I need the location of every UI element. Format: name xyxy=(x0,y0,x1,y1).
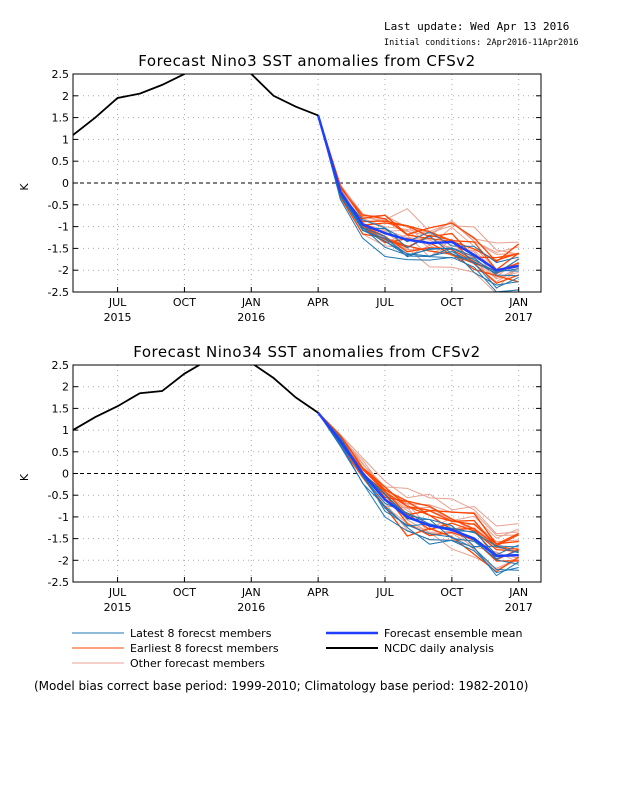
earliest-member-line xyxy=(317,115,519,283)
legend: Latest 8 forecst members Earliest 8 fore… xyxy=(72,627,523,670)
y-tick-label: -1.5 xyxy=(48,242,69,255)
ncdc-observed-line xyxy=(73,74,319,136)
y-tick-label: 1 xyxy=(62,133,69,146)
legend-label-mean: Forecast ensemble mean xyxy=(384,627,523,640)
y-tick-label: -2 xyxy=(58,264,69,277)
earliest-member-line xyxy=(317,412,520,573)
y-tick-label: 2 xyxy=(62,90,69,103)
legend-label-latest: Latest 8 forecst members xyxy=(130,627,272,640)
nino34-chart: Forecast Nino34 SST anomalies from CFSv2… xyxy=(18,343,542,614)
x-tick-year: 2015 xyxy=(104,311,132,324)
y-tick-label: 0 xyxy=(62,177,69,190)
other-member-line xyxy=(317,412,519,536)
other-member-line xyxy=(317,412,519,544)
x-tick-label: OCT xyxy=(173,586,196,599)
x-tick-label: JAN xyxy=(241,586,261,599)
y-tick-label: -2.5 xyxy=(48,286,69,299)
other-member-line xyxy=(317,412,519,527)
chart-title: Forecast Nino3 SST anomalies from CFSv2 xyxy=(138,52,475,70)
latest-member-line xyxy=(317,412,519,574)
x-tick-label: OCT xyxy=(440,586,463,599)
y-tick-label: -2 xyxy=(58,554,69,567)
x-tick-label: JAN xyxy=(508,296,528,309)
latest-member-line xyxy=(317,115,519,292)
other-member-line xyxy=(317,412,519,569)
earliest-member-line xyxy=(317,412,519,550)
last-update-text: Last update: Wed Apr 13 2016 xyxy=(384,20,569,33)
y-tick-label: 0.5 xyxy=(52,446,70,459)
earliest-member-line xyxy=(317,412,519,545)
latest-member-line xyxy=(317,115,519,272)
initial-conditions-text: Initial conditions: 2Apr2016-11Apr2016 xyxy=(384,38,578,48)
earliest-member-line xyxy=(317,412,520,547)
plot-area xyxy=(73,365,520,577)
ensemble-mean-line xyxy=(317,411,519,558)
y-tick-label: 0 xyxy=(62,468,69,481)
plot-area xyxy=(73,74,520,292)
y-tick-label: -0.5 xyxy=(48,489,69,502)
y-tick-label: -1.5 xyxy=(48,533,69,546)
y-tick-label: 0.5 xyxy=(52,155,70,168)
ncdc-observed-line xyxy=(73,365,319,431)
x-tick-year: 2016 xyxy=(237,601,265,614)
y-tick-label: 2 xyxy=(62,381,69,394)
x-tick-year: 2015 xyxy=(104,601,132,614)
y-tick-label: -2.5 xyxy=(48,576,69,589)
x-tick-year: 2016 xyxy=(237,311,265,324)
ensemble-mean-line xyxy=(316,115,519,272)
x-tick-label: JAN xyxy=(508,586,528,599)
y-axis-label: K xyxy=(18,183,31,191)
y-tick-label: 1 xyxy=(62,424,69,437)
latest-member-line xyxy=(317,115,519,277)
x-tick-label: JUL xyxy=(108,296,127,309)
x-tick-label: JUL xyxy=(375,296,394,309)
x-tick-year: 2017 xyxy=(505,601,533,614)
y-tick-label: -0.5 xyxy=(48,199,69,212)
x-tick-label: APR xyxy=(307,296,329,309)
other-member-line xyxy=(317,115,519,272)
x-tick-label: OCT xyxy=(440,296,463,309)
footer-note: (Model bias correct base period: 1999-20… xyxy=(34,679,528,693)
x-tick-year: 2017 xyxy=(505,311,533,324)
legend-label-ncdc: NCDC daily analysis xyxy=(384,642,494,655)
y-tick-label: 1.5 xyxy=(52,112,70,125)
y-tick-label: 1.5 xyxy=(52,402,70,415)
other-member-line xyxy=(317,115,519,244)
x-tick-label: APR xyxy=(307,586,329,599)
x-tick-label: JUL xyxy=(375,586,394,599)
y-tick-label: -1 xyxy=(58,511,69,524)
latest-member-line xyxy=(317,115,519,289)
y-axis-label: K xyxy=(18,473,31,481)
other-member-line xyxy=(317,115,519,255)
y-tick-label: 2.5 xyxy=(52,359,70,372)
earliest-member-line xyxy=(317,115,519,272)
x-tick-label: JUL xyxy=(108,586,127,599)
y-tick-label: -1 xyxy=(58,221,69,234)
x-tick-label: OCT xyxy=(173,296,196,309)
legend-label-other: Other forecast members xyxy=(130,657,265,670)
legend-label-earliest: Earliest 8 forecst members xyxy=(130,642,279,655)
x-tick-label: JAN xyxy=(241,296,261,309)
nino3-chart: Forecast Nino3 SST anomalies from CFSv2 -… xyxy=(18,52,542,324)
y-tick-label: 2.5 xyxy=(52,68,70,81)
chart-title: Forecast Nino34 SST anomalies from CFSv2 xyxy=(133,343,480,361)
other-member-line xyxy=(317,412,519,535)
